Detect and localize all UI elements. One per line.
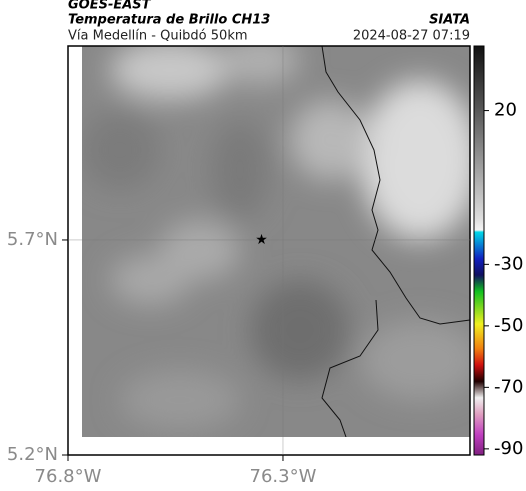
border bbox=[321, 299, 379, 437]
satellite: GOES-EAST bbox=[68, 0, 152, 13]
satellite-image bbox=[82, 46, 470, 437]
x-tick-label: 76.3°W bbox=[250, 466, 317, 487]
subtitle: Vía Medellín - Quibdó 50km bbox=[68, 29, 248, 44]
colorbar-tick-label: -90 bbox=[494, 438, 523, 459]
title: Temperatura de Brillo CH13 bbox=[68, 13, 270, 28]
x-tick-label: 76.8°W bbox=[35, 466, 102, 487]
colorbar-tick-label: -50 bbox=[494, 315, 523, 336]
y-tick-label: 5.2°N bbox=[7, 444, 58, 465]
colorbar-tick-label: -30 bbox=[494, 253, 523, 274]
colorbar-tick-label: 20 bbox=[494, 100, 517, 121]
datetime: 2024-08-27 07:19 bbox=[353, 29, 470, 44]
border bbox=[321, 46, 470, 325]
y-tick-label: 5.7°N bbox=[7, 229, 58, 250]
source: SIATA bbox=[429, 13, 470, 28]
colorbar-tick-label: -70 bbox=[494, 376, 523, 397]
colorbar bbox=[473, 45, 485, 456]
location-marker: ★ bbox=[255, 232, 268, 248]
map-frame bbox=[67, 45, 471, 456]
